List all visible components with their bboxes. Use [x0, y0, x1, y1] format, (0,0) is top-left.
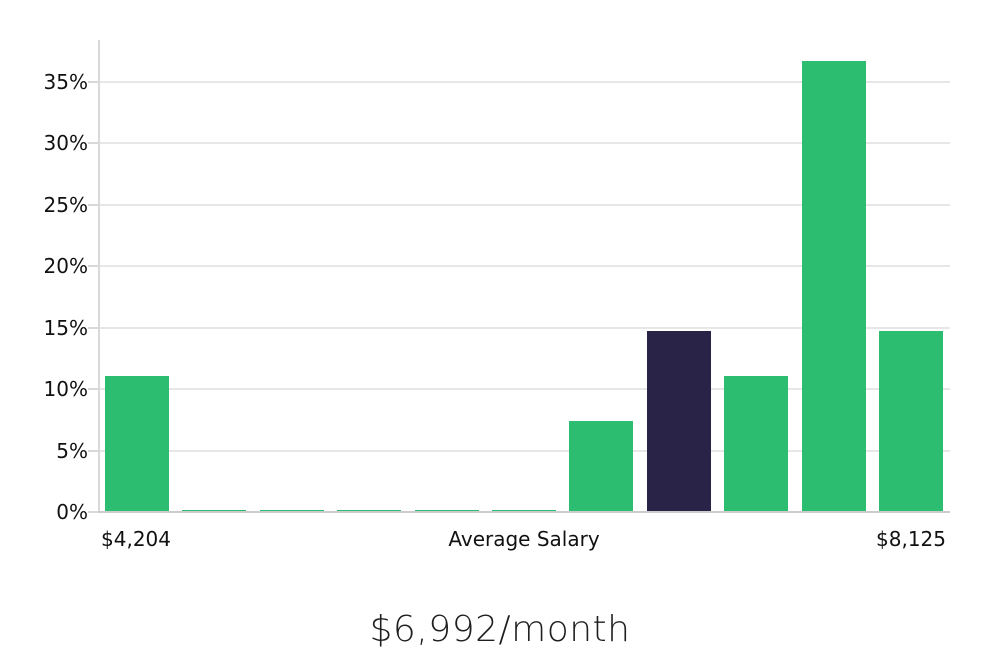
y-tick-5% — [88, 449, 98, 452]
x-label-max-salary: $8,125 — [876, 527, 946, 551]
gridline-35% — [98, 80, 950, 83]
average-salary-title: $6,992/month — [369, 609, 631, 650]
gridline-10% — [98, 388, 950, 391]
y-axis-label-25%: 25% — [43, 192, 88, 217]
bar-1 — [104, 375, 169, 512]
x-axis-baseline — [98, 511, 950, 513]
y-axis-label-0%: 0% — [56, 500, 88, 524]
y-axis-label-35%: 35% — [43, 69, 88, 94]
x-axis-labels: $4,204 Average Salary $8,125 — [98, 527, 950, 557]
y-tick-10% — [88, 388, 98, 391]
y-tick-35% — [88, 80, 98, 83]
y-tick-30% — [88, 142, 98, 145]
bar-10 — [801, 60, 866, 512]
gridline-5% — [98, 449, 950, 452]
y-axis-label-15%: 15% — [43, 315, 88, 340]
gridline-30% — [98, 142, 950, 145]
gridline-20% — [98, 265, 950, 268]
plot-area — [88, 40, 950, 513]
gridline-15% — [98, 326, 950, 329]
y-tick-0% — [88, 511, 98, 513]
x-label-average-salary: Average Salary — [448, 527, 600, 551]
bar-11 — [879, 331, 944, 512]
bar-9 — [724, 375, 789, 512]
y-axis-label-10%: 10% — [43, 377, 88, 402]
y-tick-15% — [88, 326, 98, 329]
bar-7 — [569, 421, 634, 512]
y-axis-line — [98, 40, 100, 512]
y-axis-label-30%: 30% — [43, 131, 88, 156]
x-label-min-salary: $4,204 — [101, 527, 171, 551]
y-tick-25% — [88, 203, 98, 206]
gridline-25% — [98, 203, 950, 206]
y-axis-label-20%: 20% — [43, 254, 88, 279]
y-tick-20% — [88, 265, 98, 268]
bar-8-median — [646, 331, 711, 512]
y-axis-label-5%: 5% — [56, 438, 88, 463]
